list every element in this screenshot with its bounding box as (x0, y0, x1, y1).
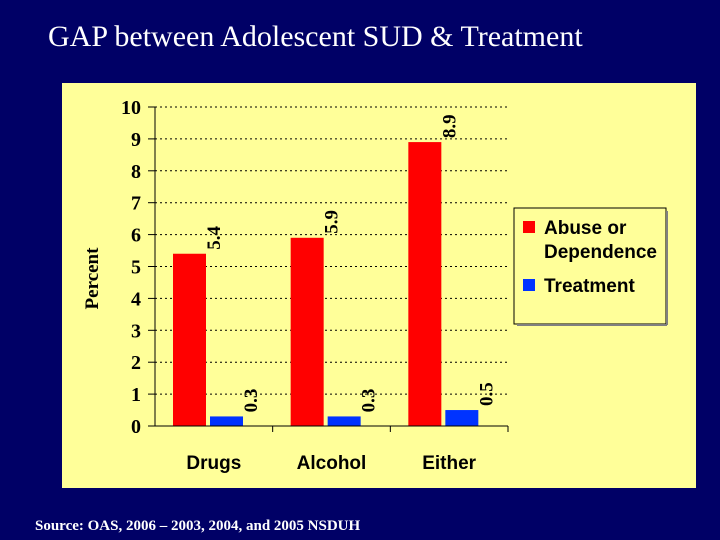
axes: 0 1 2 3 4 5 6 7 8 9 10 Percent Drugs Alcohol Either (82, 97, 509, 474)
y-tick-label: 0 (131, 416, 141, 438)
legend-swatch (523, 279, 535, 291)
y-axis-title: Percent (82, 247, 103, 310)
x-category-label: Drugs (186, 453, 241, 474)
bar-chart: 0 1 2 3 4 5 6 7 8 9 10 Percent Drugs Alcohol Either 5.… (82, 97, 668, 474)
bar-treatment (327, 416, 361, 426)
bar-abuse-or-dependence (173, 253, 206, 426)
legend: Abuse or Dependence Treatment (513, 207, 668, 326)
y-tick-label: 8 (131, 161, 141, 183)
data-label: 5.4 (204, 225, 225, 249)
y-tick-label: 5 (131, 257, 141, 279)
legend-box (513, 207, 667, 325)
source-note: Source: OAS, 2006 – 2003, 2004, and 2005… (35, 518, 361, 534)
data-label: 0.3 (359, 389, 380, 413)
y-tick-label: 7 (131, 193, 141, 215)
data-labels: 5.4 0.3 5.9 0.3 8.9 0.5 (204, 114, 497, 412)
y-tick-label: 3 (131, 320, 141, 342)
bar-treatment (210, 416, 243, 426)
data-label: 5.9 (322, 210, 343, 234)
legend-swatch (523, 221, 535, 233)
y-tick-label: 6 (131, 225, 141, 247)
y-tick-label: 2 (131, 352, 141, 374)
legend-label: Treatment (544, 276, 635, 297)
y-tick-label: 9 (131, 129, 141, 151)
y-tick-label: 1 (131, 384, 141, 406)
data-label: 8.9 (439, 114, 460, 138)
x-category-label: Alcohol (297, 453, 367, 474)
bar-abuse-or-dependence (290, 237, 324, 426)
slide-title: GAP between Adolescent SUD & Treatment (48, 20, 583, 53)
data-label: 0.5 (476, 382, 497, 406)
bars (173, 142, 479, 426)
data-label: 0.3 (241, 389, 262, 413)
y-tick-label: 10 (121, 97, 141, 119)
legend-label: Dependence (544, 242, 657, 263)
y-tick-label: 4 (131, 288, 141, 310)
legend-label: Abuse or (544, 218, 627, 239)
x-category-label: Either (422, 453, 476, 474)
gridlines (155, 106, 508, 395)
bar-abuse-or-dependence (408, 142, 442, 426)
chart-panel: 0 1 2 3 4 5 6 7 8 9 10 Percent Drugs Alcohol Either 5.… (62, 83, 696, 488)
bar-treatment (445, 410, 479, 426)
